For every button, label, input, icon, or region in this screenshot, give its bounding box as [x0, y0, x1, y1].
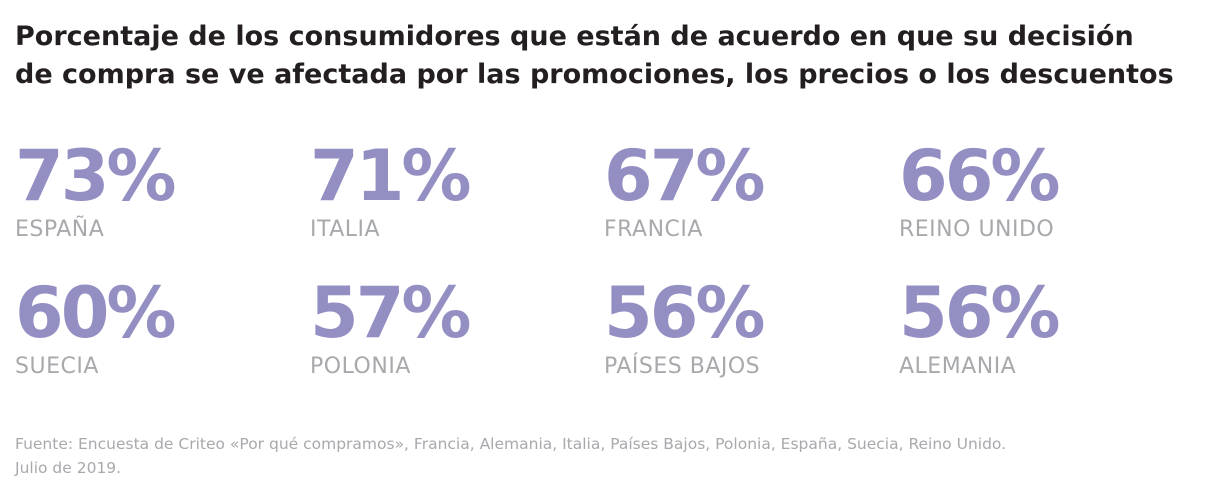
stat-label: REINO UNIDO — [899, 217, 1055, 242]
stat-italia: 71% ITALIA — [310, 141, 590, 243]
stat-polonia: 57% POLONIA — [310, 278, 590, 380]
chart-title-line-1: Porcentaje de los consumidores que están… — [15, 21, 1134, 52]
source-note-line-2: Julio de 2019. — [15, 459, 122, 477]
chart-title-line-2: de compra se ve afectada por las promoci… — [15, 59, 1174, 90]
stat-label: SUECIA — [15, 354, 99, 379]
stat-value: 67% — [604, 135, 766, 217]
stat-francia: 67% FRANCIA — [604, 141, 884, 243]
stat-label: ITALIA — [310, 217, 381, 242]
source-note: Fuente: Encuesta de Criteo «Por qué comp… — [15, 432, 1195, 480]
chart-title: Porcentaje de los consumidores que están… — [15, 18, 1195, 94]
stat-value: 56% — [899, 272, 1061, 354]
stat-label: PAÍSES BAJOS — [604, 354, 761, 379]
stat-value: 73% — [15, 135, 177, 217]
stat-label: FRANCIA — [604, 217, 703, 242]
stat-reino-unido: 66% REINO UNIDO — [899, 141, 1179, 243]
stat-espana: 73% ESPAÑA — [15, 141, 295, 243]
stat-value: 57% — [310, 272, 472, 354]
stat-label: ESPAÑA — [15, 217, 105, 242]
stat-label: POLONIA — [310, 354, 411, 379]
stat-alemania: 56% ALEMANIA — [899, 278, 1179, 380]
stat-suecia: 60% SUECIA — [15, 278, 295, 380]
stat-value: 56% — [604, 272, 766, 354]
stat-value: 66% — [899, 135, 1061, 217]
stat-value: 71% — [310, 135, 472, 217]
source-note-line-1: Fuente: Encuesta de Criteo «Por qué comp… — [15, 435, 1007, 453]
stat-label: ALEMANIA — [899, 354, 1017, 379]
stat-paises-bajos: 56% PAÍSES BAJOS — [604, 278, 884, 380]
stat-value: 60% — [15, 272, 177, 354]
